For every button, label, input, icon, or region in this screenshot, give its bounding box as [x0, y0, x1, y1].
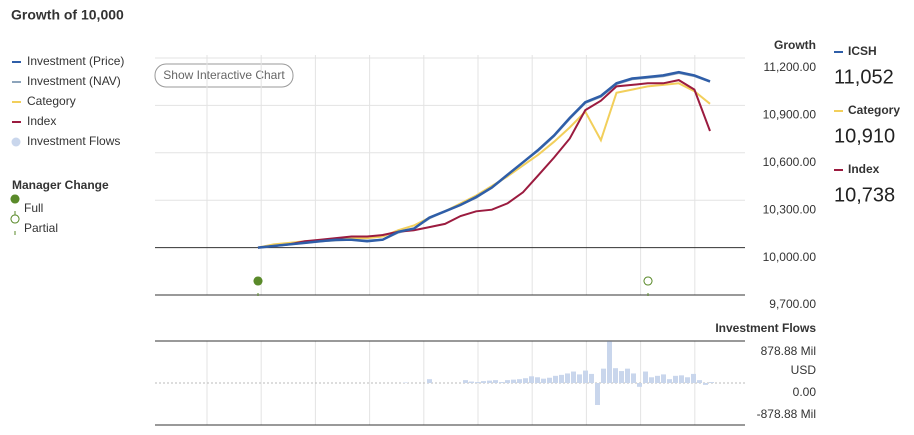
y-tick-label: 9,700.00 [769, 297, 816, 311]
y-tick-label: 0.00 [793, 385, 817, 399]
bar [631, 373, 636, 383]
bar [427, 379, 432, 383]
bar [469, 381, 474, 383]
legend-label: Investment (Price) [27, 54, 124, 68]
summary-name: Category [848, 103, 900, 117]
legend-label: Investment (NAV) [27, 74, 121, 88]
bar [559, 374, 564, 383]
legend-label: Category [27, 94, 76, 108]
bar [565, 373, 570, 383]
bar [463, 380, 468, 383]
bar [475, 382, 480, 383]
page-title: Growth of 10,000 [11, 7, 124, 23]
button-label[interactable]: Show Interactive Chart [163, 68, 285, 82]
bar [571, 371, 576, 383]
flows-unit: USD [791, 363, 817, 377]
manager-partial-marker [643, 276, 653, 296]
button-shape[interactable] [154, 63, 294, 88]
y-tick-label: 11,200.00 [764, 60, 817, 74]
manager-change-title: Manager Change [12, 178, 109, 192]
bar [643, 371, 648, 383]
bar [637, 383, 642, 387]
flows-title: Investment Flows [715, 321, 816, 335]
bar [541, 378, 546, 383]
bar [523, 378, 528, 383]
bar [505, 380, 510, 383]
bar [583, 370, 588, 383]
y-tick-label: 10,300.00 [763, 202, 817, 216]
y-tick-label: 10,600.00 [763, 155, 817, 169]
legend-label: Investment Flows [27, 134, 120, 148]
bar [601, 368, 606, 383]
partial-icon [10, 214, 20, 235]
bar [493, 380, 498, 383]
bar [529, 376, 534, 383]
growth-axis-title: Growth [774, 38, 816, 52]
bar [703, 383, 708, 385]
bar [553, 375, 558, 383]
y-tick-label: 878.88 Mil [761, 344, 816, 358]
bar [487, 380, 492, 383]
bar [517, 379, 522, 383]
full-icon [10, 194, 20, 215]
summary-value: 10,910 [834, 125, 895, 147]
summary-value: 10,738 [834, 184, 895, 206]
bar [673, 375, 678, 383]
bar [481, 381, 486, 383]
bar [625, 368, 630, 383]
manager-full-marker [253, 276, 263, 296]
y-tick-label: 10,900.00 [763, 108, 817, 122]
line-series [257, 70, 711, 249]
bar [661, 374, 666, 383]
bar [577, 374, 582, 383]
summary-name: Index [848, 162, 880, 176]
bar [685, 377, 690, 383]
y-tick-label: 10,000.00 [763, 250, 817, 264]
bar [655, 375, 660, 383]
bar [535, 377, 540, 383]
manager-partial: Partial [24, 221, 58, 235]
bar [709, 382, 714, 383]
bar [607, 341, 612, 383]
bar [547, 377, 552, 383]
bar [649, 377, 654, 383]
bar [697, 380, 702, 383]
interactive-button[interactable]: Show Interactive Chart [154, 63, 294, 88]
bar [619, 371, 624, 383]
legend-swatch [11, 137, 21, 147]
line-series [257, 71, 711, 249]
bar [613, 368, 618, 383]
y-tick-label: -878.88 Mil [757, 407, 816, 421]
bar [595, 383, 600, 405]
bar [667, 379, 672, 383]
bar [499, 382, 504, 383]
bar [511, 379, 516, 383]
bar [679, 375, 684, 383]
line-series [257, 82, 711, 249]
bar [691, 373, 696, 383]
legend-label: Index [27, 114, 56, 128]
manager-full: Full [24, 201, 43, 215]
summary-value: 11,052 [834, 66, 894, 88]
summary-name: ICSH [848, 44, 877, 58]
bar [589, 373, 594, 383]
line-series [257, 79, 711, 249]
